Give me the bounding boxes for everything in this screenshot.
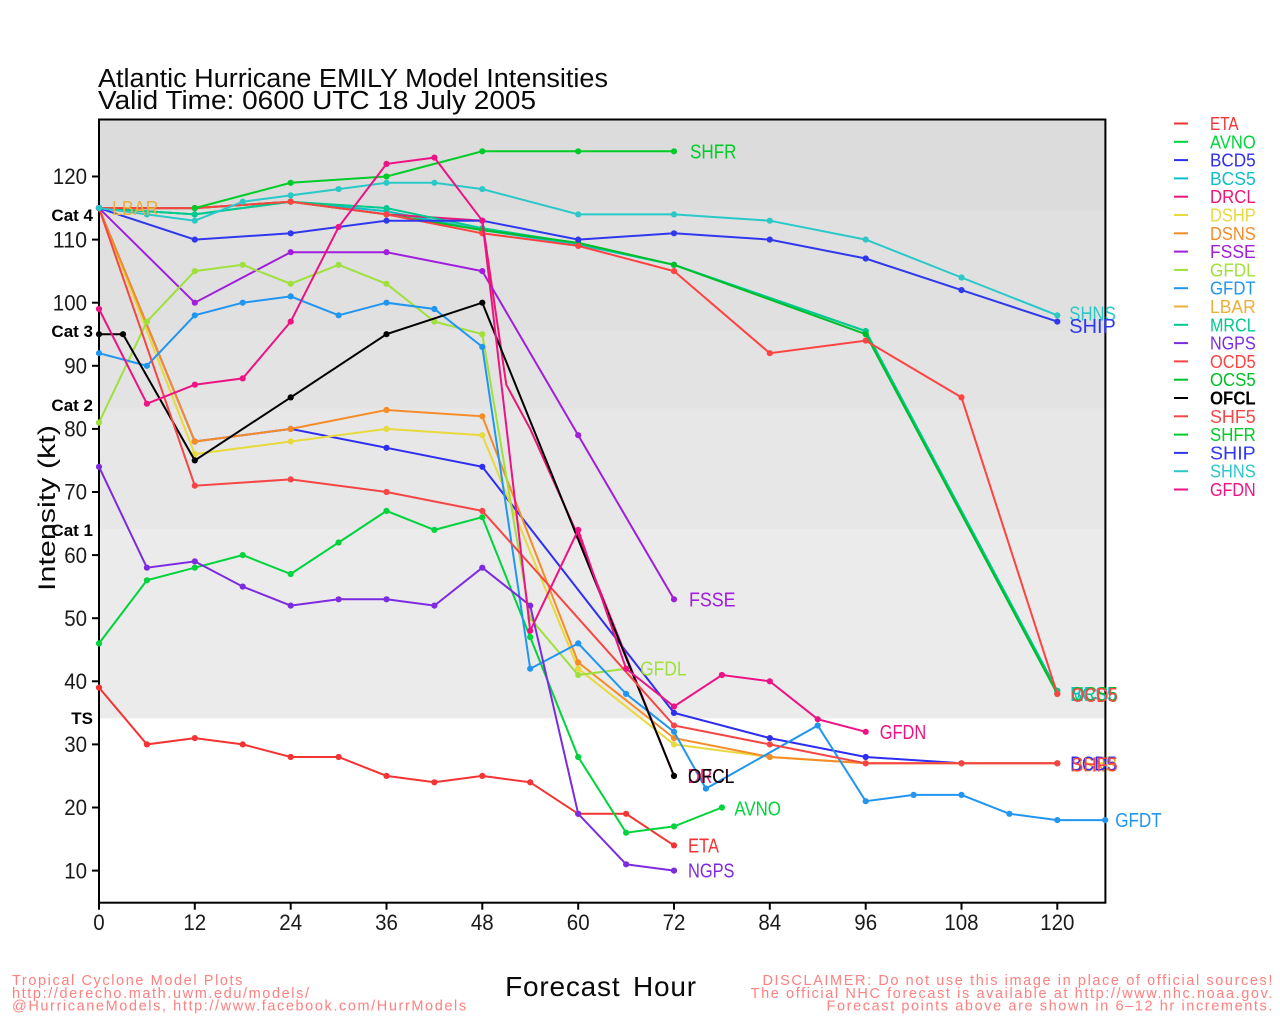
svg-text:72: 72 bbox=[663, 910, 686, 935]
svg-text:GFDN: GFDN bbox=[1210, 479, 1256, 500]
svg-text:Forecast Hour: Forecast Hour bbox=[505, 971, 697, 1002]
svg-text:OCD5: OCD5 bbox=[1210, 351, 1256, 372]
svg-text:50: 50 bbox=[64, 606, 87, 631]
svg-text:ETA: ETA bbox=[688, 835, 720, 857]
svg-text:SHF5: SHF5 bbox=[1071, 754, 1118, 776]
svg-text:96: 96 bbox=[854, 910, 877, 935]
svg-text:ETA: ETA bbox=[1210, 113, 1239, 134]
svg-text:36: 36 bbox=[375, 910, 398, 935]
svg-text:100: 100 bbox=[53, 290, 87, 315]
svg-text:BCD5: BCD5 bbox=[1070, 753, 1117, 775]
svg-text:60: 60 bbox=[567, 910, 590, 935]
svg-text:DRCL: DRCL bbox=[688, 766, 735, 788]
svg-text:DISCLAIMER: Do not use this im: DISCLAIMER: Do not use this image in pla… bbox=[762, 973, 1274, 989]
svg-text:DRCL: DRCL bbox=[1210, 186, 1256, 207]
svg-text:MRCL: MRCL bbox=[1070, 684, 1117, 706]
svg-text:70: 70 bbox=[64, 480, 87, 505]
svg-text:0: 0 bbox=[93, 910, 104, 935]
svg-text:http://derecho.math.uwm.edu/mo: http://derecho.math.uwm.edu/models/ bbox=[12, 986, 311, 1002]
svg-text:The official NHC forecast is a: The official NHC forecast is available a… bbox=[751, 986, 1274, 1002]
svg-text:AVNO: AVNO bbox=[734, 799, 781, 821]
svg-text:24: 24 bbox=[279, 910, 302, 935]
svg-text:80: 80 bbox=[64, 417, 87, 442]
svg-text:SHFR: SHFR bbox=[1210, 424, 1256, 445]
svg-text:Forecast points above are show: Forecast points above are shown in 6–12 … bbox=[827, 999, 1274, 1015]
svg-text:FSSE: FSSE bbox=[689, 589, 736, 611]
svg-text:60: 60 bbox=[64, 543, 87, 568]
svg-text:SHNS: SHNS bbox=[1210, 461, 1256, 482]
svg-text:90: 90 bbox=[64, 354, 87, 379]
svg-text:108: 108 bbox=[944, 910, 978, 935]
svg-text:Atlantic Hurricane EMILY Model: Atlantic Hurricane EMILY Model Intensiti… bbox=[98, 65, 608, 93]
svg-text:OFCL: OFCL bbox=[688, 766, 735, 788]
svg-text:12: 12 bbox=[183, 910, 206, 935]
svg-text:TS: TS bbox=[71, 709, 93, 728]
svg-text:MRCL: MRCL bbox=[1210, 314, 1256, 335]
svg-text:SHNS: SHNS bbox=[1069, 303, 1116, 325]
svg-text:SHIP: SHIP bbox=[1069, 316, 1116, 338]
svg-text:48: 48 bbox=[471, 910, 494, 935]
svg-text:Cat 3: Cat 3 bbox=[51, 322, 93, 341]
svg-text:GFDT: GFDT bbox=[1210, 278, 1256, 299]
svg-text:Tropical Cyclone Model Plots: Tropical Cyclone Model Plots bbox=[12, 973, 244, 989]
svg-text:120: 120 bbox=[53, 164, 87, 189]
svg-text:NGPS: NGPS bbox=[1210, 333, 1256, 354]
svg-text:LBAR: LBAR bbox=[1210, 296, 1256, 317]
svg-text:SHIP: SHIP bbox=[1210, 442, 1256, 463]
svg-text:GFDN: GFDN bbox=[880, 722, 927, 744]
svg-text:120: 120 bbox=[1040, 910, 1074, 935]
svg-text:LBAR: LBAR bbox=[112, 198, 159, 220]
svg-text:BCS5: BCS5 bbox=[1070, 684, 1117, 706]
svg-text:30: 30 bbox=[64, 732, 87, 757]
svg-text:20: 20 bbox=[64, 795, 87, 820]
svg-text:SHF5: SHF5 bbox=[1210, 406, 1256, 427]
svg-text:FSSE: FSSE bbox=[1210, 241, 1256, 262]
svg-text:GFDL: GFDL bbox=[1210, 259, 1256, 280]
svg-text:OCS5: OCS5 bbox=[1071, 684, 1118, 706]
svg-text:AVNO: AVNO bbox=[1210, 131, 1256, 152]
svg-text:OCS5: OCS5 bbox=[1210, 369, 1256, 390]
svg-text:SHFR: SHFR bbox=[690, 141, 737, 163]
svg-text:GFDT: GFDT bbox=[1115, 810, 1162, 832]
svg-text:GFDL: GFDL bbox=[640, 659, 687, 681]
svg-text:@HurricaneModels, http://www.f: @HurricaneModels, http://www.facebook.co… bbox=[12, 999, 468, 1015]
svg-text:DSHP: DSHP bbox=[1210, 205, 1256, 226]
svg-text:Cat 2: Cat 2 bbox=[51, 396, 93, 415]
svg-text:Valid Time: 0600 UTC 18 July 2: Valid Time: 0600 UTC 18 July 2005 bbox=[98, 87, 536, 115]
svg-text:DSNS: DSNS bbox=[1210, 223, 1256, 244]
svg-text:10: 10 bbox=[64, 858, 87, 883]
svg-text:OFCL: OFCL bbox=[1210, 388, 1256, 409]
svg-text:84: 84 bbox=[758, 910, 781, 935]
svg-text:NGPS: NGPS bbox=[688, 861, 735, 883]
svg-text:DSHP: DSHP bbox=[1070, 753, 1117, 775]
svg-text:BCS5: BCS5 bbox=[1210, 168, 1256, 189]
svg-text:Cat 1: Cat 1 bbox=[51, 521, 93, 540]
svg-text:OCD5: OCD5 bbox=[1071, 685, 1118, 707]
svg-text:Intensity (kt): Intensity (kt) bbox=[34, 425, 61, 591]
svg-text:BCD5: BCD5 bbox=[1210, 150, 1256, 171]
svg-text:110: 110 bbox=[53, 227, 87, 252]
svg-text:Cat 4: Cat 4 bbox=[51, 206, 93, 225]
svg-text:DSNS: DSNS bbox=[1070, 754, 1117, 776]
svg-text:40: 40 bbox=[64, 669, 87, 694]
